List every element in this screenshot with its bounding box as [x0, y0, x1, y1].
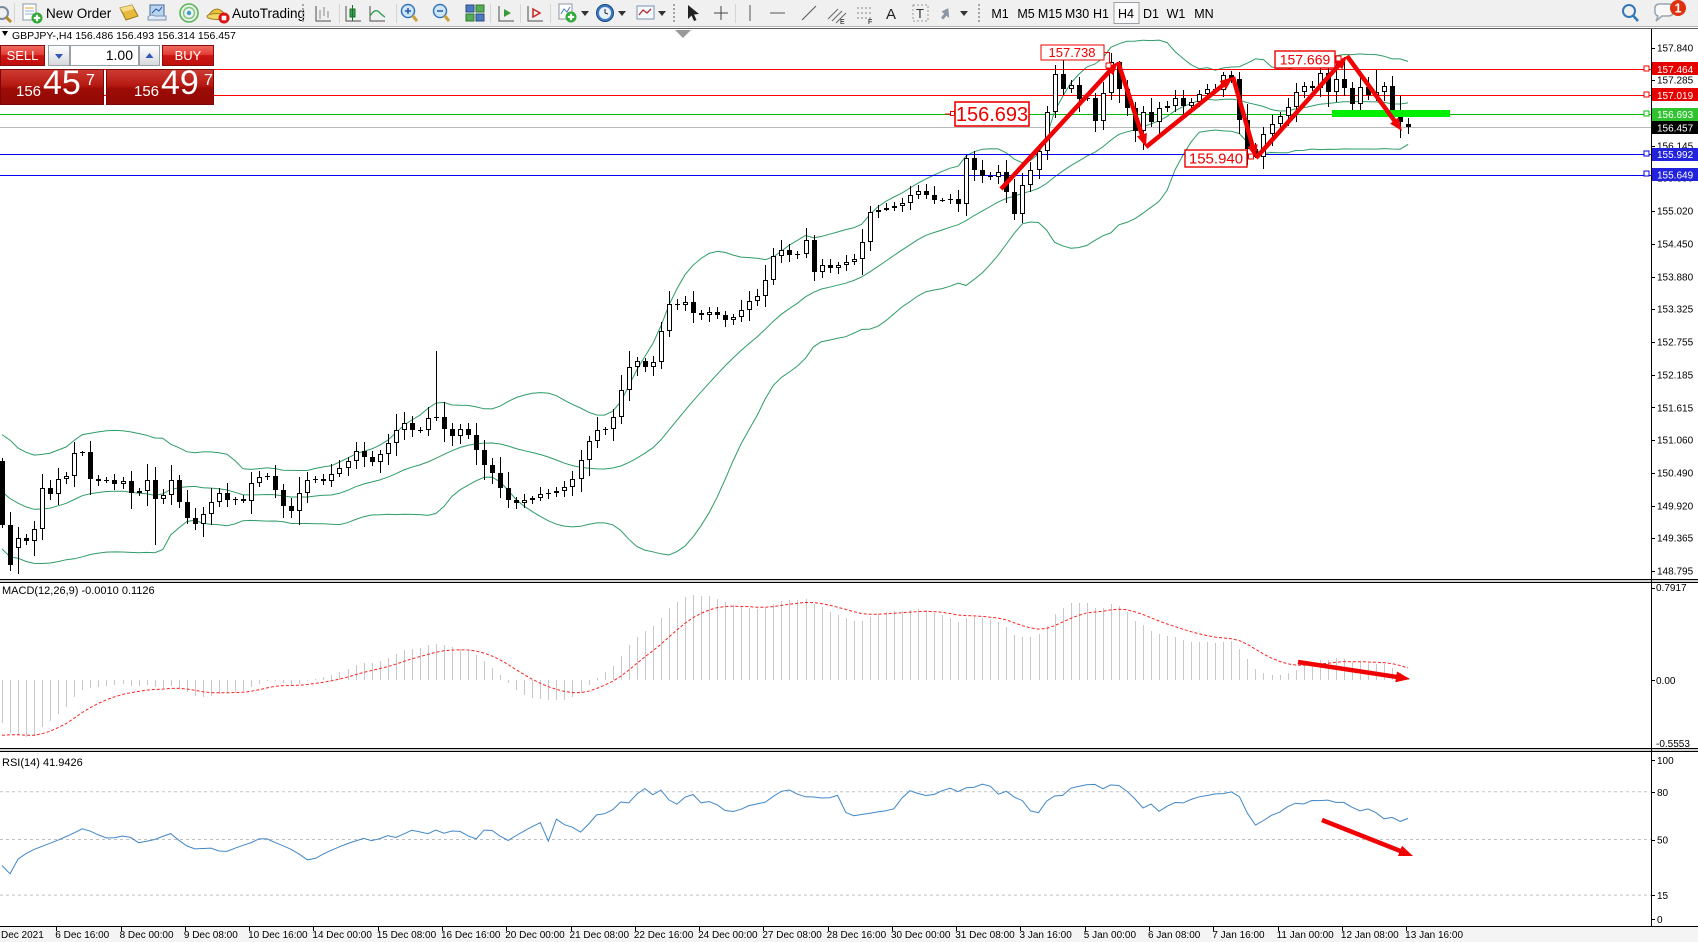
svg-text:13 Jan 16:00: 13 Jan 16:00 [1405, 930, 1463, 941]
svg-text:20 Dec 00:00: 20 Dec 00:00 [505, 930, 565, 941]
svg-text:GBPJPY-,H4 156.486 156.493 15: GBPJPY-,H4 156.486 156.493 156.314 156.4… [12, 30, 236, 42]
svg-text:24 Dec 00:00: 24 Dec 00:00 [698, 930, 758, 941]
svg-text:157.840: 157.840 [1657, 44, 1694, 55]
svg-text:153.325: 153.325 [1657, 305, 1694, 316]
svg-text:9 Dec 08:00: 9 Dec 08:00 [184, 930, 238, 941]
svg-text:E: E [840, 19, 845, 26]
svg-text:156.145: 156.145 [1657, 142, 1694, 153]
svg-text:157.669: 157.669 [1280, 52, 1331, 68]
svg-text:157.738: 157.738 [1049, 45, 1096, 60]
svg-text:148.795: 148.795 [1657, 567, 1694, 578]
svg-text:28 Dec 16:00: 28 Dec 16:00 [827, 930, 887, 941]
svg-text:1: 1 [1675, 2, 1682, 16]
svg-text:A: A [886, 6, 896, 23]
svg-text:14 Dec 00:00: 14 Dec 00:00 [312, 930, 372, 941]
svg-text:MACD(12,26,9) -0.0010 0.1126: MACD(12,26,9) -0.0010 0.1126 [2, 585, 155, 597]
svg-text:152.185: 152.185 [1657, 371, 1694, 382]
svg-text:11 Jan 00:00: 11 Jan 00:00 [1277, 930, 1335, 941]
svg-text:H1: H1 [1093, 7, 1109, 21]
svg-text:M1: M1 [991, 7, 1008, 21]
svg-text:-0.5553: -0.5553 [1656, 739, 1690, 750]
svg-text:3 Jan 16:00: 3 Jan 16:00 [1020, 930, 1073, 941]
svg-text:21 Dec 08:00: 21 Dec 08:00 [570, 930, 630, 941]
svg-text:0: 0 [1657, 915, 1663, 926]
svg-text:16 Dec 16:00: 16 Dec 16:00 [441, 930, 501, 941]
svg-text:T: T [916, 6, 924, 21]
svg-text:M15: M15 [1038, 7, 1062, 21]
svg-text:MN: MN [1194, 7, 1213, 21]
svg-text:155.020: 155.020 [1657, 207, 1694, 218]
svg-text:22 Dec 16:00: 22 Dec 16:00 [634, 930, 694, 941]
svg-text:151.060: 151.060 [1657, 436, 1694, 447]
svg-text:8 Dec 00:00: 8 Dec 00:00 [120, 930, 174, 941]
svg-text:6 Dec 16:00: 6 Dec 16:00 [55, 930, 109, 941]
svg-text:150.490: 150.490 [1657, 469, 1694, 480]
svg-text:6 Jan 08:00: 6 Jan 08:00 [1148, 930, 1201, 941]
svg-text:W1: W1 [1167, 7, 1186, 21]
svg-text:12 Jan 08:00: 12 Jan 08:00 [1341, 930, 1399, 941]
svg-text:155.940: 155.940 [1189, 151, 1243, 168]
svg-text:156.693: 156.693 [1657, 110, 1694, 121]
svg-text:31 Dec 08:00: 31 Dec 08:00 [955, 930, 1015, 941]
svg-text:100: 100 [1657, 756, 1674, 767]
svg-text:80: 80 [1657, 788, 1669, 799]
svg-text:156.693: 156.693 [956, 104, 1028, 126]
svg-text:154.450: 154.450 [1657, 240, 1694, 251]
svg-text:5 Jan 00:00: 5 Jan 00:00 [1084, 930, 1137, 941]
svg-text:RSI(14) 41.9426: RSI(14) 41.9426 [2, 757, 83, 769]
svg-text:50: 50 [1657, 836, 1669, 847]
svg-text:156.457: 156.457 [1657, 124, 1694, 135]
svg-text:AutoTrading: AutoTrading [232, 6, 305, 21]
svg-text:149.920: 149.920 [1657, 502, 1694, 513]
svg-text:7 Jan 16:00: 7 Jan 16:00 [1212, 930, 1265, 941]
svg-text:149.365: 149.365 [1657, 534, 1694, 545]
svg-text:D1: D1 [1143, 7, 1159, 21]
svg-text:Dec 2021: Dec 2021 [1, 930, 44, 941]
svg-text:0.7917: 0.7917 [1656, 583, 1687, 594]
svg-text:New Order: New Order [46, 6, 112, 21]
svg-text:157.285: 157.285 [1657, 76, 1694, 87]
svg-text:157.019: 157.019 [1657, 91, 1694, 102]
svg-text:F: F [868, 19, 872, 26]
svg-text:157.464: 157.464 [1657, 65, 1694, 76]
svg-text:15 Dec 08:00: 15 Dec 08:00 [377, 930, 437, 941]
svg-text:H4: H4 [1118, 7, 1134, 21]
svg-text:152.755: 152.755 [1657, 338, 1694, 349]
svg-text:M30: M30 [1065, 7, 1089, 21]
svg-text:151.615: 151.615 [1657, 403, 1694, 414]
svg-text:10 Dec 16:00: 10 Dec 16:00 [248, 930, 308, 941]
svg-text:155.992: 155.992 [1657, 150, 1694, 161]
svg-text:0.00: 0.00 [1656, 676, 1676, 687]
svg-text:15: 15 [1657, 891, 1669, 902]
svg-text:M5: M5 [1017, 7, 1034, 21]
svg-text:30 Dec 00:00: 30 Dec 00:00 [891, 930, 951, 941]
svg-text:155.649: 155.649 [1657, 171, 1694, 182]
svg-text:153.880: 153.880 [1657, 273, 1694, 284]
svg-text:27 Dec 08:00: 27 Dec 08:00 [762, 930, 822, 941]
